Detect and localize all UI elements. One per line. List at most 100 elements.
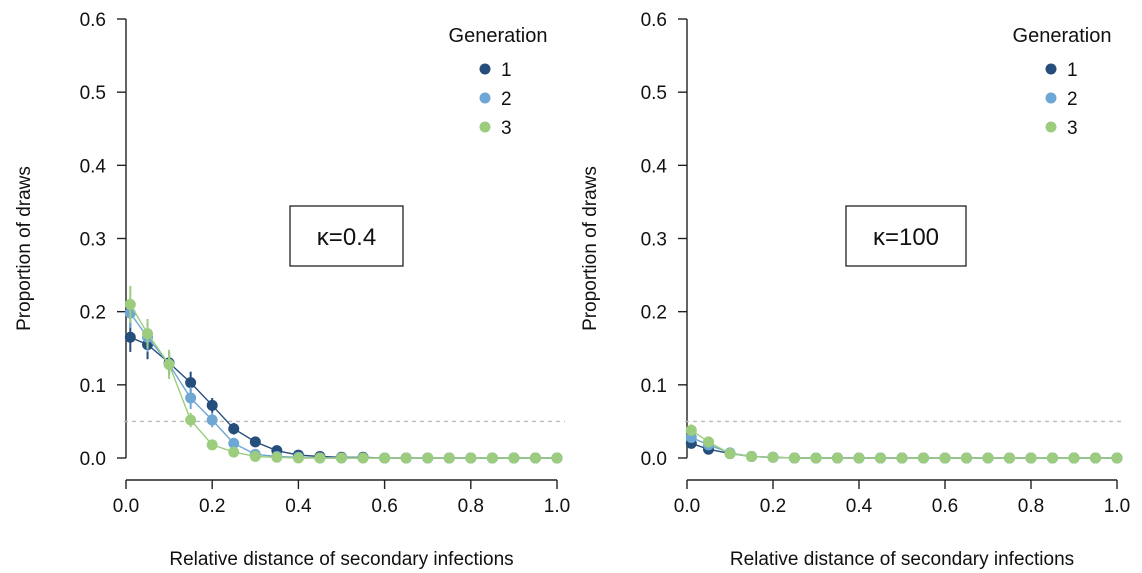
data-point: [486, 452, 498, 464]
legend-label: 1: [1067, 60, 1078, 81]
data-point: [789, 452, 800, 464]
data-point: [810, 452, 822, 464]
y-tick-label: 0.4: [641, 156, 668, 177]
legend-marker: [479, 92, 491, 104]
x-tick-label: 0.0: [674, 496, 700, 517]
annotation-box: [289, 205, 404, 267]
y-tick-label: 0.3: [641, 230, 667, 251]
legend: Generation 1 2 3: [1013, 25, 1112, 139]
x-tick-label: 0.2: [760, 496, 786, 517]
y-tick-label: 0.2: [641, 303, 667, 324]
data-point: [228, 423, 240, 435]
y-tick-label: 0.1: [80, 376, 106, 397]
data-point: [422, 452, 434, 464]
data-point: [314, 452, 326, 464]
y-tick-label: 0.0: [641, 449, 667, 470]
data-point: [271, 451, 283, 463]
legend-label: 2: [1067, 89, 1078, 110]
data-point: [529, 452, 541, 464]
data-point: [1004, 452, 1015, 464]
legend-label: 3: [501, 118, 512, 139]
data-point: [465, 452, 477, 464]
data-point: [982, 452, 994, 464]
y-tick-label: 0.4: [80, 156, 107, 177]
y-axis-label: Proportion of draws: [580, 166, 601, 331]
x-tick-label: 0.6: [932, 496, 958, 517]
data-point: [1111, 452, 1123, 464]
y-tick-label: 0.2: [80, 303, 106, 324]
x-axis-label: Relative distance of secondary infection…: [169, 549, 513, 570]
chart-panel-1: 0.0 0.1 0.2 0.3 0.4 0.5 0.6 0.0 0.2 0.4 0.6 0.8 1.0 R…: [14, 10, 570, 570]
y-tick-label: 0.5: [80, 83, 106, 104]
series-3: [124, 286, 563, 464]
data-point: [767, 451, 779, 463]
data-point: [249, 436, 261, 448]
x-tick-label: 0.4: [285, 496, 312, 517]
data-point: [724, 448, 736, 460]
x-tick-label: 0.6: [371, 496, 397, 517]
chart-panel-2: 0.0 0.1 0.2 0.3 0.4 0.5 0.6 0.0 0.2 0.4 0.6 0.8 1.0 R…: [580, 10, 1130, 570]
data-point: [961, 452, 972, 464]
data-point: [379, 452, 391, 464]
data-point: [336, 452, 347, 464]
y-tick-label: 0.5: [641, 83, 667, 104]
legend-title: Generation: [449, 25, 548, 47]
data-point: [185, 392, 197, 404]
data-point: [1068, 452, 1080, 464]
data-point: [1025, 452, 1037, 464]
data-point: [1090, 452, 1101, 464]
data-point: [228, 446, 240, 458]
legend-label: 1: [501, 60, 512, 81]
data-point: [185, 414, 197, 426]
data-point: [206, 414, 218, 426]
data-point: [292, 452, 304, 464]
legend-label: 3: [1067, 118, 1078, 139]
y-tick-label: 0.1: [641, 376, 667, 397]
legend-label: 2: [501, 89, 512, 110]
annotation-box: [845, 205, 967, 267]
data-point: [896, 452, 908, 464]
y-axis-label: Proportion of draws: [14, 166, 35, 331]
data-point: [142, 328, 154, 340]
data-point: [746, 451, 757, 463]
y-tick-label: 0.6: [641, 10, 667, 31]
x-tick-label: 0.2: [199, 496, 225, 517]
legend-marker: [479, 63, 491, 75]
data-point: [853, 452, 865, 464]
data-point: [163, 358, 175, 370]
data-point: [703, 436, 714, 448]
series-3: [685, 424, 1123, 464]
y-tick-label: 0.0: [80, 449, 106, 470]
legend-marker: [1045, 92, 1057, 104]
legend-title: Generation: [1013, 25, 1112, 47]
x-axis-label: Relative distance of secondary infection…: [730, 549, 1074, 570]
data-point: [443, 452, 455, 464]
y-tick-label: 0.6: [80, 10, 106, 31]
legend-marker: [1045, 63, 1057, 75]
x-tick-label: 1.0: [1104, 496, 1130, 517]
y-tick-label: 0.3: [80, 230, 106, 251]
kappa-annotation: κ=100: [873, 224, 939, 251]
data-point: [249, 451, 261, 463]
data-point: [685, 424, 697, 436]
legend-marker: [479, 121, 491, 133]
data-point: [508, 452, 520, 464]
data-point: [939, 452, 951, 464]
x-tick-label: 0.8: [458, 496, 484, 517]
data-point: [185, 377, 197, 389]
data-point: [357, 452, 369, 464]
data-point: [918, 452, 929, 464]
data-point: [1047, 452, 1058, 464]
x-tick-label: 0.4: [846, 496, 873, 517]
x-tick-label: 1.0: [544, 496, 570, 517]
data-point: [875, 452, 886, 464]
data-point: [124, 298, 136, 310]
data-point: [551, 452, 563, 464]
data-point: [228, 437, 240, 449]
data-point: [400, 452, 412, 464]
kappa-annotation: κ=0.4: [317, 224, 376, 251]
data-point: [832, 452, 843, 464]
data-point: [124, 331, 136, 343]
x-tick-label: 0.8: [1018, 496, 1044, 517]
